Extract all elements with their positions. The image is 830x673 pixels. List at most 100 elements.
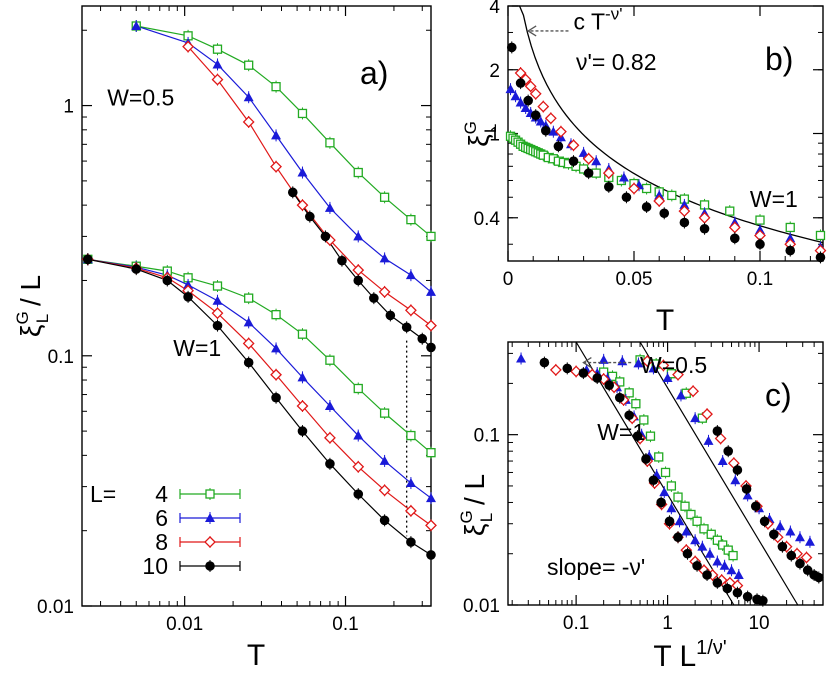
b-point-L4-0-25 [641,183,652,194]
panel-b-points [505,41,827,264]
a-point-L4-4-9 [353,383,363,394]
c-point-L10-7-4 [750,501,761,512]
a-point-L6-1-10 [426,286,436,296]
c-point-L6-1-16 [712,556,723,566]
c-point-L4-0-14 [699,524,709,534]
panel-b-ylabel-xi: ξ [463,134,494,147]
c-point-L6-1-9 [659,487,670,497]
a-point-L8-6-11 [404,504,417,517]
b-annotation-0: W=1 [750,186,798,212]
legend-label-L4: 4 [155,481,168,507]
a-point-L8-2-1 [211,73,224,86]
b-point-L10-3-10 [641,202,652,212]
b-point-L4-0-32 [785,222,795,233]
c-point-L10-3-10 [656,497,666,508]
c-point-L10-3-0 [539,357,550,368]
a-point-L10-3-7 [401,322,412,333]
b-point-L8-2-7 [567,139,580,152]
a-ytick-label-0: 0.01 [37,597,74,618]
b-point-L10-3-6 [568,156,579,166]
b-point-L6-1-14 [618,172,629,182]
panel-a-points [81,19,437,561]
c-xtick-label-0: 0.1 [563,613,589,634]
c-point-L10-3-3 [592,373,603,383]
c-point-L6-1-13 [690,535,701,545]
b-point-L4-0-30 [725,206,735,216]
c-point-L10-3-6 [624,410,634,421]
panel-c-ylabel: ξGL / L [457,474,496,536]
c-point-L10-7-2 [732,465,743,475]
a-point-L6-1-8 [379,253,390,263]
a-point-L6-5-10 [379,455,390,465]
a-point-L10-3-3 [337,255,347,266]
a-point-L8-6-5 [242,337,255,350]
b-point-L6-1-6 [535,116,546,126]
a-point-L6-5-5 [243,317,254,327]
panel-a-frame [81,5,432,607]
panel-b-ylabel-sup: G [461,121,480,134]
b-arrow-head [526,25,537,37]
legend-marker-L4 [205,489,215,499]
c-point-L10-7-6 [769,529,779,540]
a-point-L10-3-9 [426,342,436,353]
b-point-L8-2-4 [537,100,550,113]
c-point-L6-5-17 [804,536,815,546]
c-point-L4-0-6 [645,431,656,441]
c-point-L4-0-11 [680,501,690,511]
a-point-L10-3-2 [320,231,331,242]
b-point-L8-2-10 [628,182,640,195]
c-point-L8-6-4 [701,408,713,421]
c-point-L10-3-16 [712,578,723,588]
panel-c-xlabel: T L1/ν' [653,637,726,673]
b-point-L10-3-15 [755,239,765,250]
a-point-L8-2-4 [296,199,309,212]
a-point-L8-2-7 [378,285,391,298]
a-point-L4-4-4 [212,281,223,291]
c-point-L6-5-14 [775,521,786,531]
a-point-L8-6-12 [425,519,437,532]
a-xtick-label-1: 0.1 [332,614,358,635]
c-point-L10-7-8 [786,550,797,561]
panel-c-xlabel-sup: 1/ν' [696,637,727,659]
b-point-L10-3-1 [515,78,526,88]
a-point-L8-2-2 [242,116,255,128]
a-point-L8-2-0 [182,40,194,53]
c-point-L10-3-11 [664,516,675,527]
c-point-L4-0-2 [615,377,625,387]
c-point-L6-1-10 [666,503,677,513]
a-point-L4-0-8 [379,192,390,202]
c-point-L10-3-14 [692,560,702,571]
a-point-L4-4-5 [244,293,254,303]
c-point-L6-5-6 [675,390,686,400]
panel-b-label: b) [765,41,793,77]
a-point-L8-2-9 [425,319,437,332]
b-xtick-label-0: 0 [503,269,514,290]
b-ytick-label-2: 2 [489,61,500,82]
b-point-L8-2-5 [544,112,557,125]
b-point-L6-1-17 [679,199,690,209]
b-point-L10-3-0 [506,42,517,53]
c-point-L6-5-8 [703,435,714,445]
c-point-L8-6-2 [672,368,684,381]
b-point-L6-1-3 [520,102,531,112]
c-point-L6-5-9 [717,456,728,466]
c-point-L4-0-15 [706,529,716,539]
c-point-L4-0-19 [728,550,738,561]
a-point-L8-6-9 [352,460,365,473]
b-point-L6-1-21 [785,233,796,243]
a-point-L8-2-8 [404,304,417,317]
b-xtick-label-1: 0.05 [616,269,653,290]
a-point-L10-7-3 [183,292,193,302]
c-point-L8-6-3 [687,385,700,398]
b-point-L10-3-17 [815,252,826,263]
c-point-L4-0-13 [692,516,702,526]
b-point-L10-3-8 [604,182,614,192]
panel-a-ylabel-rest: / L [15,275,46,314]
c-point-L10-3-2 [578,368,589,378]
a-point-L6-5-9 [353,430,364,440]
a-line-L8-W=0.5 [187,46,432,327]
b-ytick-label-1: 1 [489,125,500,146]
a-point-L10-7-5 [243,357,254,368]
b-point-L10-3-16 [785,245,796,256]
